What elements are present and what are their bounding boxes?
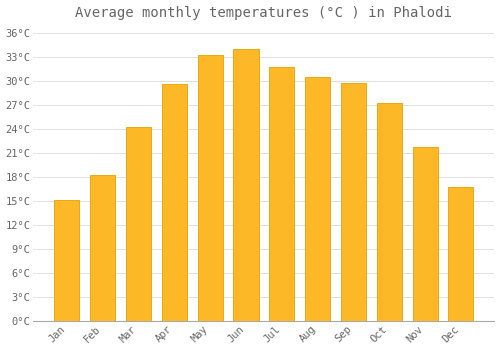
Title: Average monthly temperatures (°C ) in Phalodi: Average monthly temperatures (°C ) in Ph… <box>76 6 452 20</box>
Bar <box>198 55 222 321</box>
Bar <box>270 67 294 321</box>
Bar <box>305 77 330 321</box>
Bar <box>412 147 438 321</box>
Bar <box>90 175 115 321</box>
Bar <box>376 103 402 321</box>
Bar <box>126 127 151 321</box>
Bar <box>234 49 258 321</box>
Bar <box>54 199 80 321</box>
Bar <box>448 187 473 321</box>
Bar <box>341 83 366 321</box>
Bar <box>162 84 187 321</box>
